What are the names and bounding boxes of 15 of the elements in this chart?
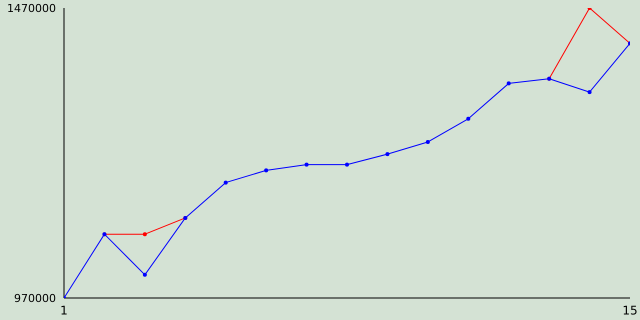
point <box>466 116 470 121</box>
point <box>385 152 390 156</box>
point <box>304 162 309 167</box>
point <box>142 272 147 277</box>
point <box>264 168 268 172</box>
point <box>506 81 511 86</box>
x-tick-label: 15 <box>622 304 638 318</box>
y-tick-label: 970000 <box>14 292 56 305</box>
x-tick-label: 1 <box>60 304 68 318</box>
y-tick-label: 1470000 <box>7 2 56 15</box>
point <box>426 140 430 144</box>
point <box>224 180 228 185</box>
point <box>345 162 349 167</box>
point <box>142 232 147 236</box>
point <box>588 90 592 94</box>
